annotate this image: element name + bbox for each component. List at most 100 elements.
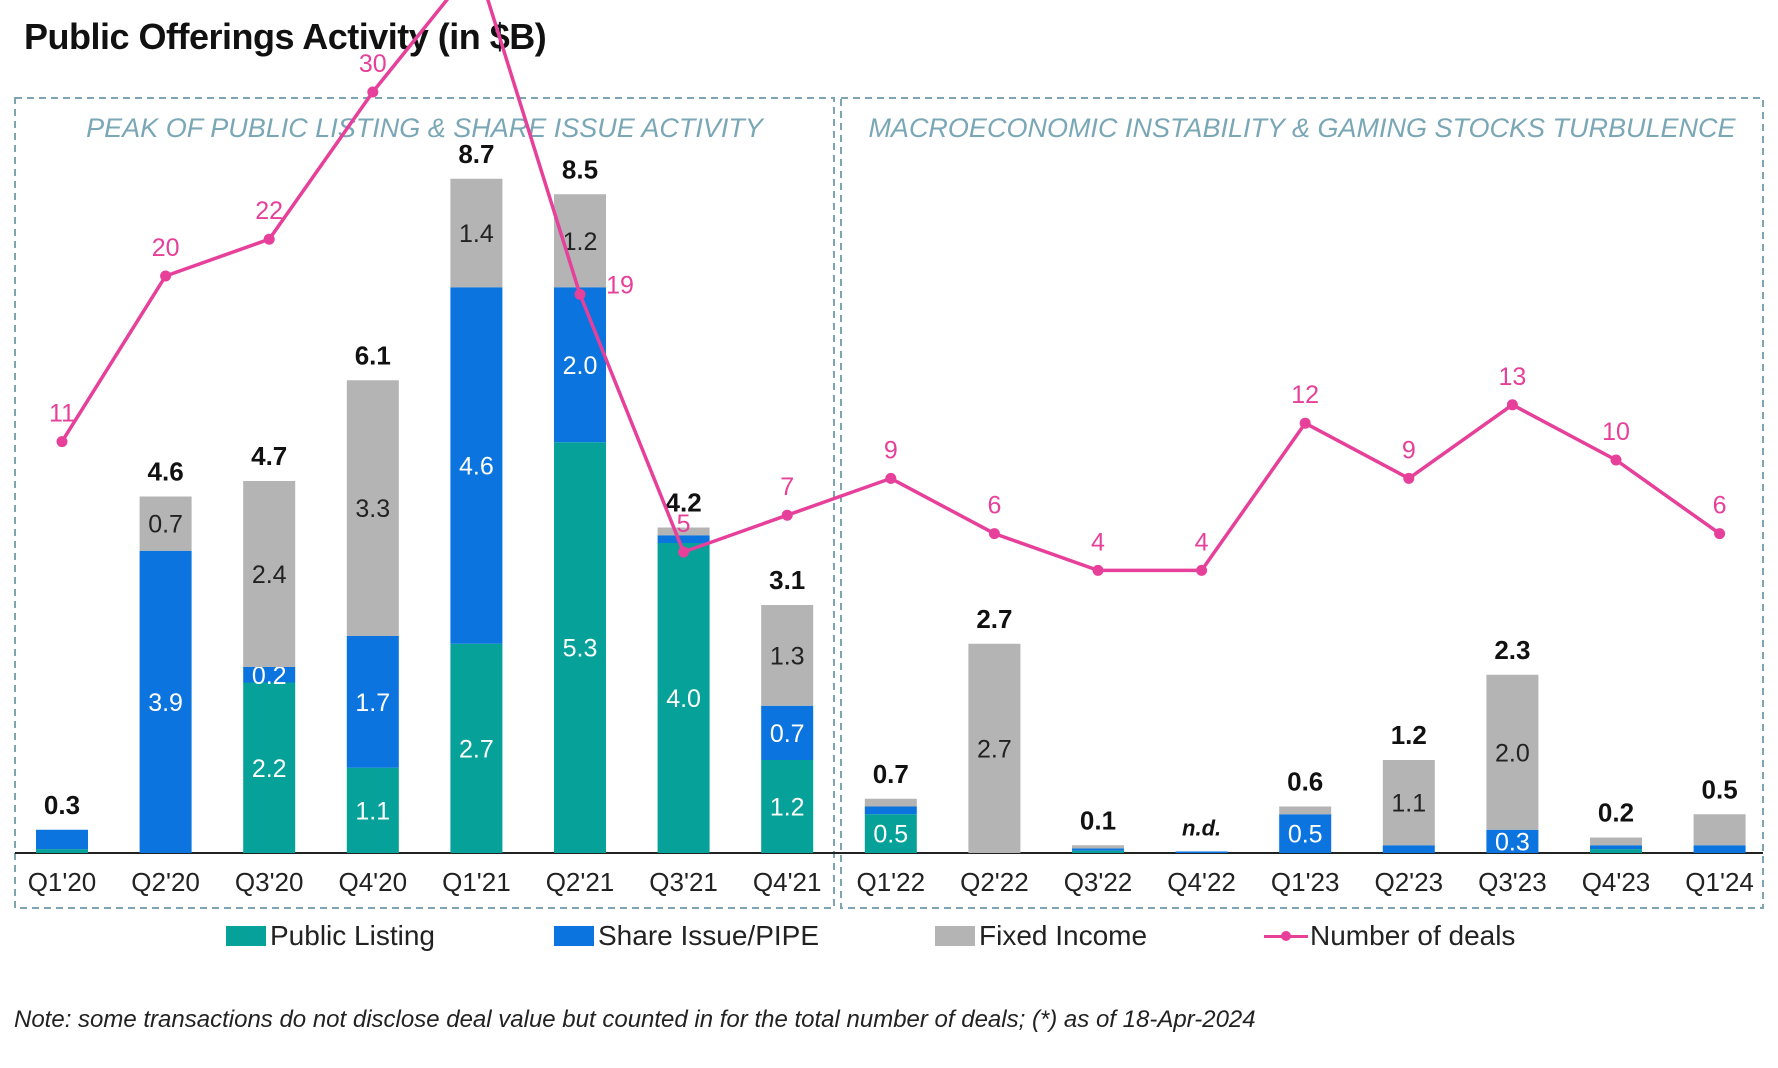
bar-total-11: n.d. bbox=[1182, 815, 1221, 840]
bar-fixed-income-1 bbox=[139, 496, 192, 551]
bar-fixed-income-16 bbox=[1693, 814, 1746, 846]
deals-point-14 bbox=[1506, 399, 1518, 411]
legend-swatch-public-listing bbox=[226, 926, 266, 946]
x-tick-13: Q2'23 bbox=[1375, 867, 1444, 897]
bar-label-public-listing-7: 1.2 bbox=[770, 794, 805, 822]
deals-point-3 bbox=[367, 86, 379, 98]
legend-label-public-listing: Public Listing bbox=[270, 920, 435, 951]
bar-share-issue-0 bbox=[36, 829, 88, 850]
deals-point-0 bbox=[56, 436, 68, 448]
legend-label-share-issue: Share Issue/PIPE bbox=[598, 920, 820, 951]
bar-total-5: 8.5 bbox=[562, 154, 598, 184]
bar-total-3: 6.1 bbox=[355, 340, 391, 370]
bar-fixed-income-6 bbox=[657, 527, 710, 536]
bar-public-listing-0 bbox=[36, 849, 88, 853]
bar-share-issue-11 bbox=[1175, 851, 1228, 853]
bar-label-fixed-income-7: 1.3 bbox=[770, 642, 805, 670]
legend-item-public-listing: Public Listing bbox=[226, 916, 435, 956]
x-tick-0: Q1'20 bbox=[28, 867, 97, 897]
x-tick-14: Q3'23 bbox=[1478, 867, 1547, 897]
bar-share-issue-15 bbox=[1590, 845, 1642, 850]
bar-public-listing-3 bbox=[346, 767, 399, 853]
bar-share-issue-1 bbox=[139, 550, 192, 853]
deals-point-6 bbox=[678, 546, 690, 558]
bar-label-fixed-income-5: 1.2 bbox=[563, 228, 598, 256]
legend-item-number-of-deals: Number of deals bbox=[1264, 916, 1515, 956]
deals-label-11: 4 bbox=[1195, 528, 1209, 556]
bar-fixed-income-10 bbox=[1072, 845, 1124, 849]
x-tick-11: Q4'22 bbox=[1167, 867, 1236, 897]
bar-label-fixed-income-13: 1.1 bbox=[1391, 790, 1426, 818]
x-tick-10: Q3'22 bbox=[1064, 867, 1133, 897]
bar-share-issue-10 bbox=[1072, 848, 1124, 851]
bar-fixed-income-2 bbox=[243, 481, 296, 667]
period-title-1: PEAK OF PUBLIC LISTING & SHARE ISSUE ACT… bbox=[86, 113, 765, 143]
bar-total-14: 2.3 bbox=[1494, 635, 1530, 665]
bar-fixed-income-4 bbox=[450, 178, 503, 288]
bar-fixed-income-13 bbox=[1382, 760, 1435, 846]
x-tick-7: Q4'21 bbox=[753, 867, 822, 897]
bar-fixed-income-8 bbox=[864, 798, 917, 807]
bar-label-public-listing-4: 2.7 bbox=[459, 735, 494, 763]
bar-share-issue-8 bbox=[864, 806, 917, 815]
bar-label-public-listing-8: 0.5 bbox=[873, 821, 908, 849]
bar-label-fixed-income-9: 2.7 bbox=[977, 735, 1012, 763]
deals-label-15: 10 bbox=[1602, 418, 1630, 446]
bar-total-4: 8.7 bbox=[458, 139, 494, 169]
bar-label-public-listing-5: 5.3 bbox=[563, 635, 598, 663]
bar-share-issue-12 bbox=[1279, 814, 1332, 853]
bar-label-fixed-income-14: 2.0 bbox=[1495, 739, 1530, 767]
bar-public-listing-2 bbox=[243, 682, 296, 853]
bar-share-issue-3 bbox=[346, 636, 399, 768]
legend-label-fixed-income: Fixed Income bbox=[979, 920, 1148, 951]
legend-line-number-of-deals bbox=[1264, 926, 1308, 946]
bar-fixed-income-7 bbox=[761, 605, 814, 706]
x-tick-1: Q2'20 bbox=[131, 867, 200, 897]
deals-label-1: 20 bbox=[152, 234, 180, 262]
bar-label-share-issue-4: 4.6 bbox=[459, 453, 494, 481]
bar-share-issue-6 bbox=[657, 535, 710, 543]
bar-share-issue-16 bbox=[1693, 845, 1746, 853]
bar-label-fixed-income-3: 3.3 bbox=[355, 495, 390, 523]
bar-label-public-listing-2: 2.2 bbox=[252, 755, 287, 783]
deals-label-16: 6 bbox=[1713, 492, 1727, 520]
x-tick-15: Q4'23 bbox=[1582, 867, 1651, 897]
bar-public-listing-4 bbox=[450, 643, 503, 853]
period-box-2 bbox=[840, 97, 1764, 909]
bar-total-10: 0.1 bbox=[1080, 805, 1116, 835]
bar-total-0: 0.3 bbox=[44, 790, 80, 820]
x-tick-12: Q1'23 bbox=[1271, 867, 1340, 897]
bar-label-public-listing-6: 4.0 bbox=[666, 685, 701, 713]
deals-point-16 bbox=[1714, 528, 1726, 540]
deals-point-5 bbox=[574, 288, 586, 300]
bar-public-listing-7 bbox=[761, 760, 814, 853]
bar-total-8: 0.7 bbox=[873, 759, 909, 789]
deals-label-13: 9 bbox=[1402, 436, 1416, 464]
x-tick-2: Q3'20 bbox=[235, 867, 304, 897]
x-tick-16: Q1'24 bbox=[1685, 867, 1754, 897]
bar-total-16: 0.5 bbox=[1702, 774, 1738, 804]
bar-public-listing-8 bbox=[864, 814, 917, 853]
bar-share-issue-14 bbox=[1486, 829, 1539, 853]
legend-swatch-share-issue bbox=[554, 926, 594, 946]
legend-item-share-issue: Share Issue/PIPE bbox=[554, 916, 819, 956]
bar-fixed-income-14 bbox=[1486, 674, 1539, 830]
deals-point-8 bbox=[885, 472, 897, 484]
bar-share-issue-13 bbox=[1382, 845, 1435, 853]
deals-point-10 bbox=[1092, 564, 1104, 576]
bar-label-share-issue-12: 0.5 bbox=[1288, 821, 1323, 849]
bar-label-fixed-income-2: 2.4 bbox=[252, 561, 287, 589]
deals-label-9: 6 bbox=[987, 492, 1001, 520]
deals-point-15 bbox=[1610, 454, 1622, 466]
deals-point-12 bbox=[1299, 417, 1311, 429]
deals-point-7 bbox=[781, 509, 793, 521]
deals-label-0: 11 bbox=[49, 400, 75, 428]
bar-public-listing-15 bbox=[1590, 849, 1642, 853]
x-tick-3: Q4'20 bbox=[339, 867, 408, 897]
bar-total-13: 1.2 bbox=[1391, 720, 1427, 750]
bar-public-listing-6 bbox=[657, 543, 710, 853]
deals-point-1 bbox=[160, 270, 172, 282]
footnote: Note: some transactions do not disclose … bbox=[14, 1006, 1256, 1033]
deals-line bbox=[60, 0, 1721, 573]
x-tick-8: Q1'22 bbox=[857, 867, 926, 897]
